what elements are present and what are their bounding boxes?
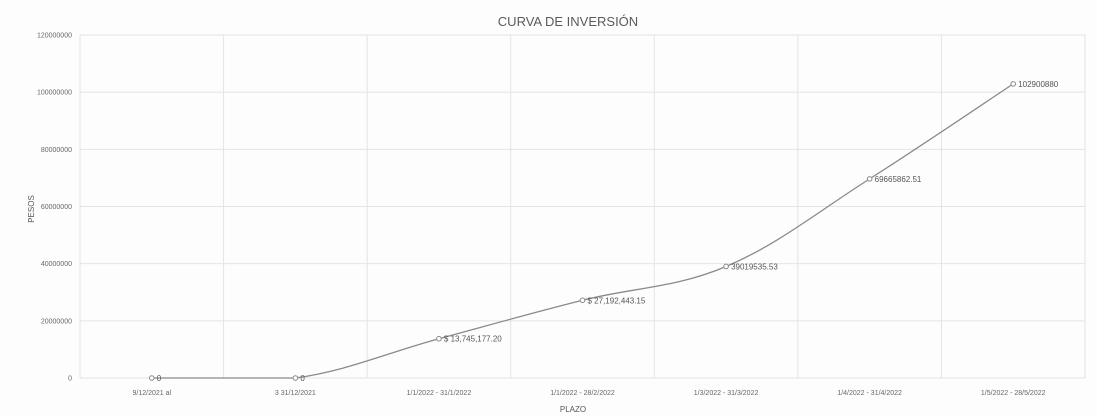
x-tick-label: 1/4/2022 - 31/4/2022 xyxy=(837,390,902,397)
y-tick-label: 20000000 xyxy=(41,318,72,325)
x-tick-label: 1/3/2022 - 31/3/2022 xyxy=(694,390,759,397)
y-tick-label: 60000000 xyxy=(41,204,72,211)
data-point xyxy=(1010,81,1017,87)
y-tick-label: 100000000 xyxy=(37,90,72,97)
y-tick-label: 0 xyxy=(68,376,72,383)
data-label: 69665862.51 xyxy=(875,175,922,184)
data-label: 0 xyxy=(300,374,305,383)
data-point xyxy=(723,263,729,270)
chart-title: CURVA DE INVERSIÓN xyxy=(498,14,638,29)
x-axis-title: PLAZO xyxy=(560,405,586,414)
data-point xyxy=(579,297,586,304)
y-axis-ticks: 0 20000000 40000000 60000000 80000000 1000000… xyxy=(37,33,72,383)
x-tick-label: 9/12/2021 al xyxy=(133,390,172,397)
data-point xyxy=(292,375,299,381)
series-line xyxy=(151,83,1014,379)
data-point xyxy=(866,176,873,182)
y-tick-label: 120000000 xyxy=(37,33,72,40)
data-point xyxy=(148,375,155,381)
grid xyxy=(79,34,1086,379)
x-tick-label: 1/1/2022 - 31/1/2022 xyxy=(407,390,472,397)
data-label: 102900880 xyxy=(1018,80,1059,89)
x-tick-label: 1/5/2022 - 28/5/2022 xyxy=(981,390,1046,397)
data-point xyxy=(436,335,442,342)
y-tick-label: 40000000 xyxy=(41,261,72,268)
data-label: $ 13,745,177.20 xyxy=(444,335,502,344)
x-tick-label: 1/1/2022 - 28/2/2022 xyxy=(550,390,615,397)
data-label: 39019535.53 xyxy=(731,262,778,271)
x-tick-label: 3 31/12/2021 xyxy=(275,390,316,397)
data-labels: 0 0 $ 13,745,177.20 $ 27,192,443.15 39019535… xyxy=(157,80,1059,383)
series xyxy=(148,81,1017,381)
x-axis-ticks: 9/12/2021 al 3 31/12/2021 1/1/2022 - 31/1/… xyxy=(133,390,1046,397)
y-tick-label: 80000000 xyxy=(41,147,72,154)
data-label: $ 27,192,443.15 xyxy=(588,296,646,305)
data-label: 0 xyxy=(157,374,162,383)
y-axis-title: PESOS xyxy=(27,195,36,223)
